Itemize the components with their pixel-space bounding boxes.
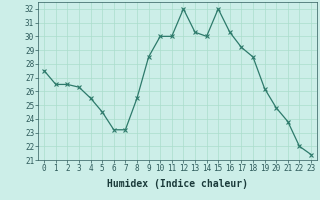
X-axis label: Humidex (Indice chaleur): Humidex (Indice chaleur) <box>107 179 248 189</box>
